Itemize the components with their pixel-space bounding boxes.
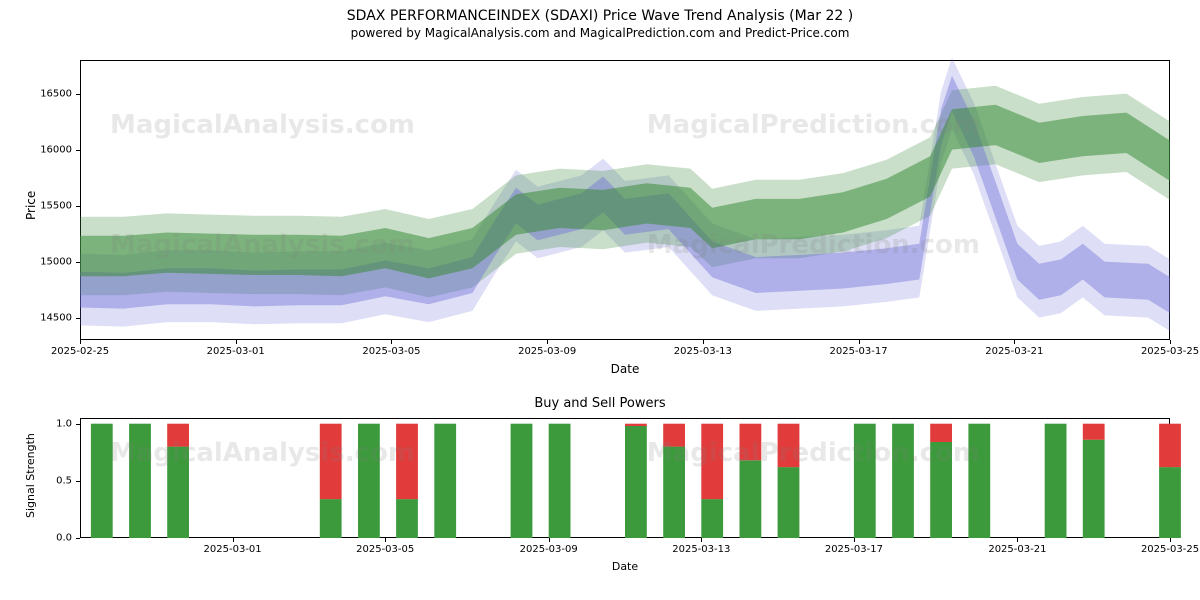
price-ytick: 14500	[40, 312, 72, 323]
price-xtick: 2025-03-25	[1141, 346, 1199, 357]
buy-bar	[511, 424, 533, 538]
price-chart-bands	[80, 60, 1170, 340]
buy-bar	[701, 499, 723, 538]
price-xtick: 2025-03-01	[207, 346, 265, 357]
buy-bar	[625, 426, 647, 538]
buy-bar	[396, 499, 418, 538]
sell-bar	[663, 424, 685, 447]
price-ytick: 16000	[40, 144, 72, 155]
signal-xtick: 2025-03-09	[520, 544, 578, 555]
chart-title-main: SDAX PERFORMANCEINDEX (SDAXI) Price Wave…	[0, 8, 1200, 24]
sell-bar	[1159, 424, 1181, 467]
chart-title-sub: powered by MagicalAnalysis.com and Magic…	[0, 26, 1200, 40]
signal-xtick: 2025-03-17	[825, 544, 883, 555]
buy-bar	[320, 499, 342, 538]
signal-ytick: 0.0	[56, 533, 72, 544]
signal-xtick: 2025-03-05	[356, 544, 414, 555]
price-ytick: 16500	[40, 88, 72, 99]
buy-bar	[434, 424, 456, 538]
buy-bar	[167, 447, 189, 538]
buy-bar	[778, 467, 800, 538]
price-ytick: 15500	[40, 200, 72, 211]
price-xtick: 2025-03-09	[518, 346, 576, 357]
sell-bar	[930, 424, 952, 442]
buy-bar	[892, 424, 914, 538]
signal-ytick: 1.0	[56, 418, 72, 429]
buy-bar	[129, 424, 151, 538]
buy-bar	[358, 424, 380, 538]
buy-bar	[91, 424, 113, 538]
signal-xtick: 2025-03-01	[204, 544, 262, 555]
buy-bar	[1159, 467, 1181, 538]
sell-bar	[778, 424, 800, 467]
signal-xtick: 2025-03-25	[1141, 544, 1199, 555]
buy-bar	[1045, 424, 1067, 538]
buy-bar	[549, 424, 571, 538]
buy-bar	[930, 442, 952, 538]
buy-bar	[663, 447, 685, 538]
price-ytick: 15000	[40, 256, 72, 267]
buy-bar	[1083, 440, 1105, 538]
signal-xtick: 2025-03-21	[988, 544, 1046, 555]
sell-bar	[701, 424, 723, 499]
buy-bar	[740, 460, 762, 538]
signal-xtick: 2025-03-13	[672, 544, 730, 555]
price-ylabel: Price	[24, 191, 38, 220]
sell-bar	[740, 424, 762, 461]
price-xtick: 2025-03-17	[830, 346, 888, 357]
buy-bar	[854, 424, 876, 538]
price-xtick: 2025-02-25	[51, 346, 109, 357]
price-xlabel: Date	[80, 362, 1170, 376]
sell-bar	[320, 424, 342, 499]
sell-bar	[396, 424, 418, 499]
sell-bar	[167, 424, 189, 447]
price-xtick: 2025-03-13	[674, 346, 732, 357]
signal-ytick: 0.5	[56, 475, 72, 486]
sell-bar	[1083, 424, 1105, 440]
buy-bar	[968, 424, 990, 538]
signal-xlabel: Date	[80, 560, 1170, 573]
sell-bar	[625, 424, 647, 426]
signal-chart-bars	[80, 418, 1170, 538]
price-xtick: 2025-03-05	[362, 346, 420, 357]
signal-ylabel: Signal Strength	[24, 433, 37, 518]
price-xtick: 2025-03-21	[985, 346, 1043, 357]
signal-chart-title: Buy and Sell Powers	[0, 396, 1200, 411]
